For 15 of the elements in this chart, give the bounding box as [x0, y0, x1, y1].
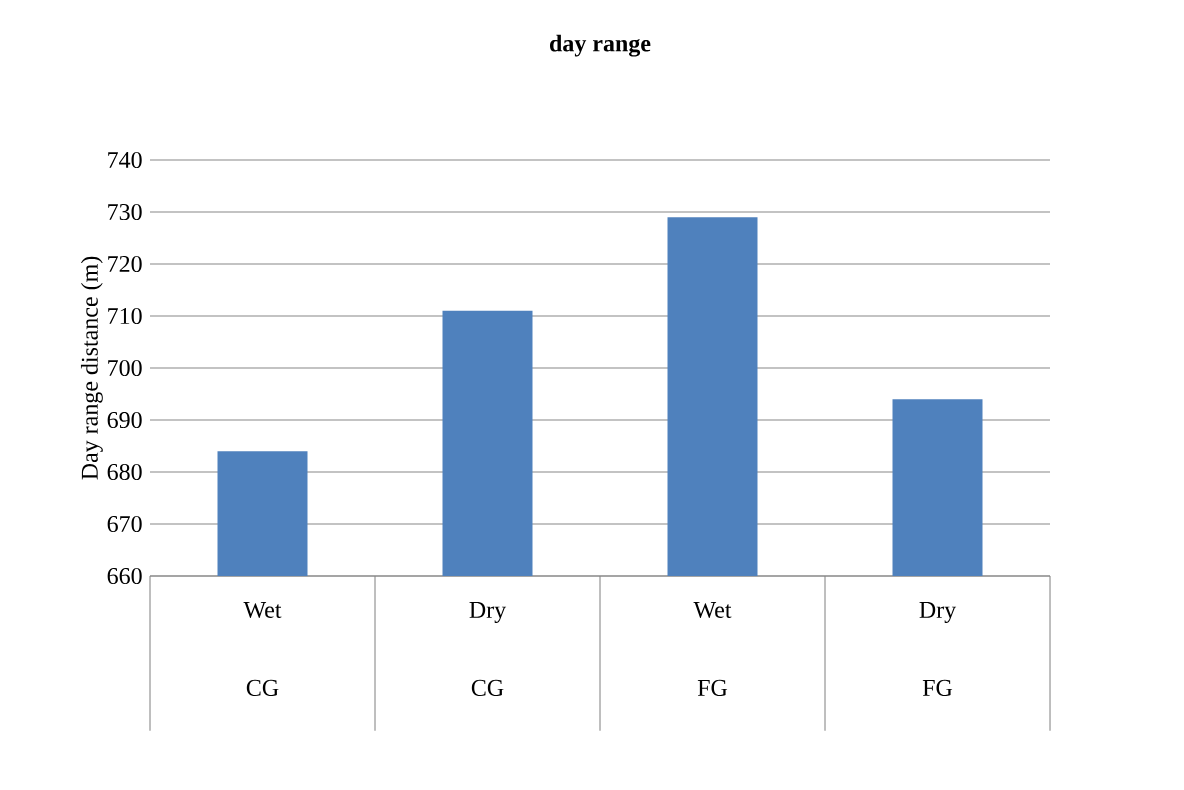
y-tick-label: 690 — [107, 411, 142, 429]
y-tick-label: 730 — [108, 203, 142, 221]
y-axis-title: Day range distance (m) — [80, 256, 103, 480]
y-tick-label: 720 — [108, 255, 142, 273]
category-label: Dry CG — [469, 602, 507, 696]
y-tick-label: 660 — [107, 567, 142, 585]
y-tick-label: 680 — [107, 463, 142, 481]
chart-title: day range — [549, 34, 651, 57]
y-tick-label: 710 — [108, 307, 142, 325]
category-label: Wet CG — [243, 602, 282, 696]
y-tick-label: 700 — [108, 359, 142, 377]
y-tick-label: 670 — [107, 515, 142, 533]
category-label: Wet FG — [693, 602, 732, 696]
category-label: Dry FG — [919, 602, 957, 696]
y-tick-label: 740 — [108, 151, 142, 169]
